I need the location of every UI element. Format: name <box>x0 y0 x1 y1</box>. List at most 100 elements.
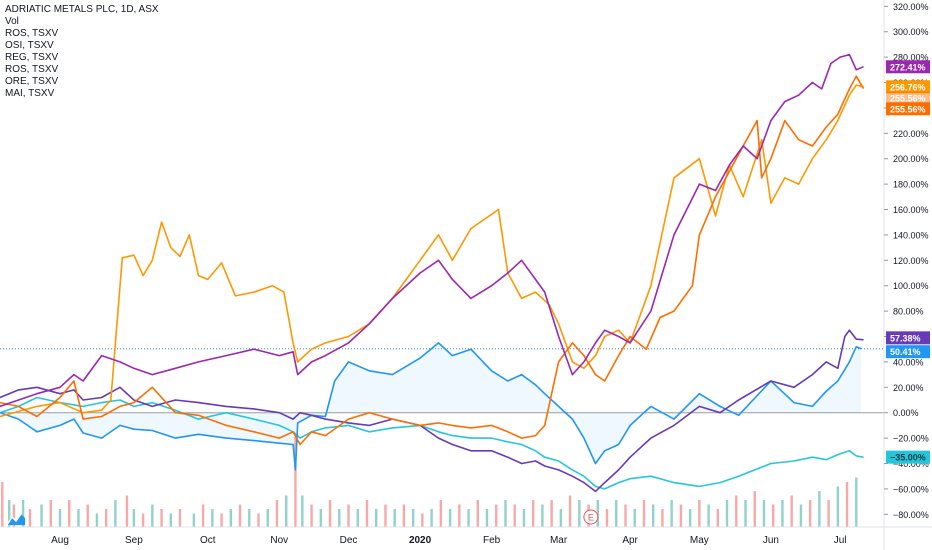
legend-item-reg[interactable]: REG, TSXV <box>5 52 59 63</box>
volume-bar <box>356 509 359 527</box>
series-point-ros <box>761 139 763 141</box>
volume-bar <box>559 509 563 527</box>
time-axis[interactable]: Aug Sep Oct Nov Dec 2020 Feb Mar Apr May Jun Jul <box>0 526 932 546</box>
series-point-ros <box>101 409 103 411</box>
volume-bar <box>458 504 461 527</box>
adt-area-fill <box>0 342 861 470</box>
series-point-adt <box>225 437 227 439</box>
series-point-reg <box>811 81 814 84</box>
volume-bar <box>141 513 145 527</box>
series-point-ros <box>283 291 285 293</box>
volume-bar <box>8 500 11 527</box>
series-point-reg <box>311 361 313 363</box>
volume-bar <box>430 509 433 527</box>
volume-bar <box>411 509 415 527</box>
legend-item-ros[interactable]: ROS, TSXV <box>5 28 59 39</box>
series-point-osi <box>534 435 537 437</box>
volume-bar <box>827 500 830 527</box>
x-tick-label: Jun <box>763 535 779 546</box>
legend-item-ore[interactable]: ORE, TSXV <box>5 76 59 87</box>
series-point-ore <box>848 450 851 452</box>
series-point-osi <box>347 418 350 420</box>
series-point-reg <box>297 374 299 376</box>
series-point-ros <box>571 361 574 363</box>
series-point-ros <box>811 158 814 160</box>
series-point-mai <box>133 399 135 401</box>
series-point-osi <box>571 342 574 344</box>
y-tick-label: 20.00% <box>893 383 924 393</box>
series-point-ore <box>594 485 597 487</box>
price-label-osi: 255.56% <box>890 93 926 103</box>
series-point-mai <box>558 469 560 471</box>
series-point-mai <box>618 469 620 471</box>
volume-bar <box>578 500 581 527</box>
series-point-osi <box>714 196 717 198</box>
legend-item-vol[interactable]: Vol <box>5 16 19 27</box>
series-point-ros <box>234 295 236 297</box>
series-point-ros <box>837 120 839 122</box>
series-point-mai <box>583 482 585 484</box>
price-label-bg-mai <box>886 331 930 345</box>
earnings-event-marker[interactable] <box>583 509 599 525</box>
volume-bar <box>772 504 775 527</box>
series-point-ore <box>811 456 814 458</box>
series-point-osi <box>698 234 701 236</box>
volume-bar <box>1 482 4 527</box>
series-point-osi <box>59 396 61 399</box>
series-point-ore <box>837 454 839 456</box>
series-point-ore <box>673 482 675 484</box>
series-point-ros <box>521 297 523 299</box>
series-line-mai[interactable] <box>0 329 864 493</box>
series-point-adt <box>253 440 255 442</box>
series-point-osi <box>862 87 864 89</box>
series-point-ore <box>544 456 546 458</box>
volume-bar <box>338 509 341 527</box>
series-point-mai <box>225 405 227 407</box>
series-point-mai <box>521 462 523 465</box>
series-point-osi <box>368 412 370 414</box>
series-point-reg <box>36 393 38 395</box>
series-point-mai <box>793 386 795 388</box>
series-point-ore <box>470 437 472 439</box>
series-point-mai <box>673 424 675 426</box>
volume-bar <box>95 513 99 527</box>
price-label-bg-osi <box>886 91 930 105</box>
series-point-osi <box>470 427 472 429</box>
series-point-osi <box>604 380 606 382</box>
series-point-mai <box>544 465 546 467</box>
series-point-adt <box>604 450 606 452</box>
legend-item-ros-2[interactable]: ROS, TSXV <box>5 64 59 75</box>
legend-title[interactable]: ADRIATIC METALS PLC, 1D, ASX <box>5 4 159 15</box>
series-point-adt <box>618 443 620 446</box>
volume-bar <box>476 500 479 527</box>
series-point-mai <box>507 456 509 458</box>
volume-bar <box>531 500 535 527</box>
legend-item-osi[interactable]: OSI, TSXV <box>5 40 54 51</box>
series-point-ros <box>347 335 350 338</box>
series-point-reg <box>119 361 121 363</box>
volume-bar <box>192 513 196 527</box>
y-tick-label: 140.00% <box>893 230 929 240</box>
series-point-ros <box>618 329 620 331</box>
series-point-ros <box>36 405 38 407</box>
volume-bar <box>762 500 766 527</box>
series-point-adt <box>738 414 740 416</box>
volume-bar <box>808 500 812 527</box>
y-tick-label: −40.00% <box>893 459 929 469</box>
volume-bar <box>550 500 553 527</box>
volume-bar <box>285 495 288 527</box>
volume-bar <box>310 504 313 527</box>
series-point-reg <box>324 355 326 357</box>
series-point-ore <box>855 455 857 457</box>
series-point-reg <box>491 285 493 287</box>
series-point-reg <box>728 164 731 166</box>
volume-bar <box>753 491 756 527</box>
series-point-mai <box>848 329 851 331</box>
legend-item-mai[interactable]: MAI, TSXV <box>5 88 55 99</box>
series-line-ore[interactable] <box>0 396 864 490</box>
tradingview-logo-icon[interactable] <box>6 512 26 526</box>
series-point-ros <box>534 291 537 293</box>
series-point-osi <box>521 437 523 439</box>
series-point-osi <box>544 424 546 426</box>
